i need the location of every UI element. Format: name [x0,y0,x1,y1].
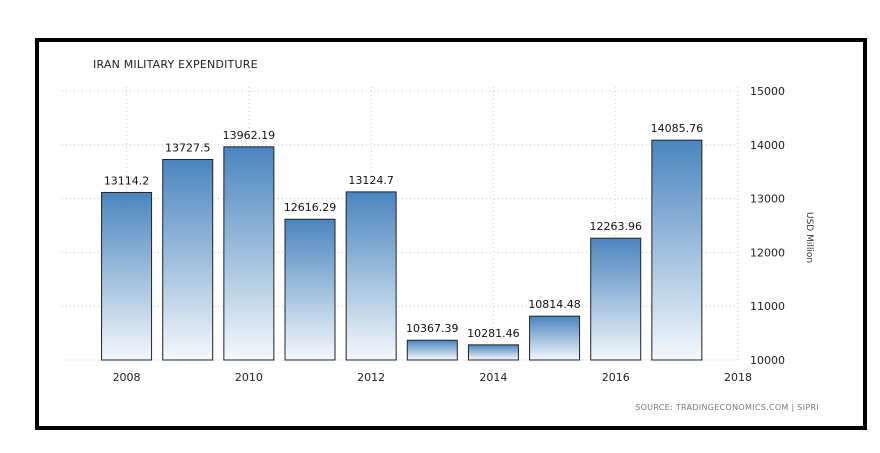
bar-label-2008: 13114.2 [104,174,150,187]
bar-2013 [406,339,458,361]
x-tick-2008: 2008 [113,371,141,384]
x-tick-2018: 2018 [724,371,752,384]
x-tick-2012: 2012 [357,371,385,384]
y-tick-14000: 14000 [750,139,785,152]
bar-2014 [467,344,519,361]
bar-label-2009: 13727.5 [165,141,211,154]
y-tick-11000: 11000 [750,300,785,313]
bar-2012 [345,191,397,361]
bar-2010 [223,146,275,361]
y-tick-12000: 12000 [750,246,785,259]
x-tick-2014: 2014 [479,371,507,384]
x-tick-2010: 2010 [235,371,263,384]
bar-2016 [590,237,642,361]
bar-value-labels: 13114.2 13727.5 13962.19 12616.29 13124.7 103… [104,122,703,340]
x-axis-ticks: 2008 2010 2012 2014 2016 2018 [113,371,752,384]
bar-label-2010: 13962.19 [223,129,276,142]
bar-label-2015: 10814.48 [528,298,581,311]
bar-label-2011: 12616.29 [284,201,337,214]
bar-label-2014: 10281.46 [467,327,520,340]
y-tick-13000: 13000 [750,193,785,206]
bar-2011 [284,218,336,361]
y-axis-ticks: 10000 11000 12000 13000 14000 15000 [750,85,785,367]
bar-2015 [529,315,581,361]
chart-title: IRAN MILITARY EXPENDITURE [93,58,258,71]
chart-source: SOURCE: TRADINGECONOMICS.COM | SIPRI [635,403,819,412]
bar-2017 [651,139,703,361]
bar-2008 [101,191,153,361]
x-tick-2016: 2016 [602,371,630,384]
y-tick-10000: 10000 [750,354,785,367]
y-tick-15000: 15000 [750,85,785,98]
bar-label-2016: 12263.96 [589,220,642,233]
bar-2009 [162,158,214,361]
bar-label-2012: 13124.7 [348,174,394,187]
bar-label-2013: 10367.39 [406,322,459,335]
bars [101,139,703,361]
bar-label-2017: 14085.76 [651,122,704,135]
